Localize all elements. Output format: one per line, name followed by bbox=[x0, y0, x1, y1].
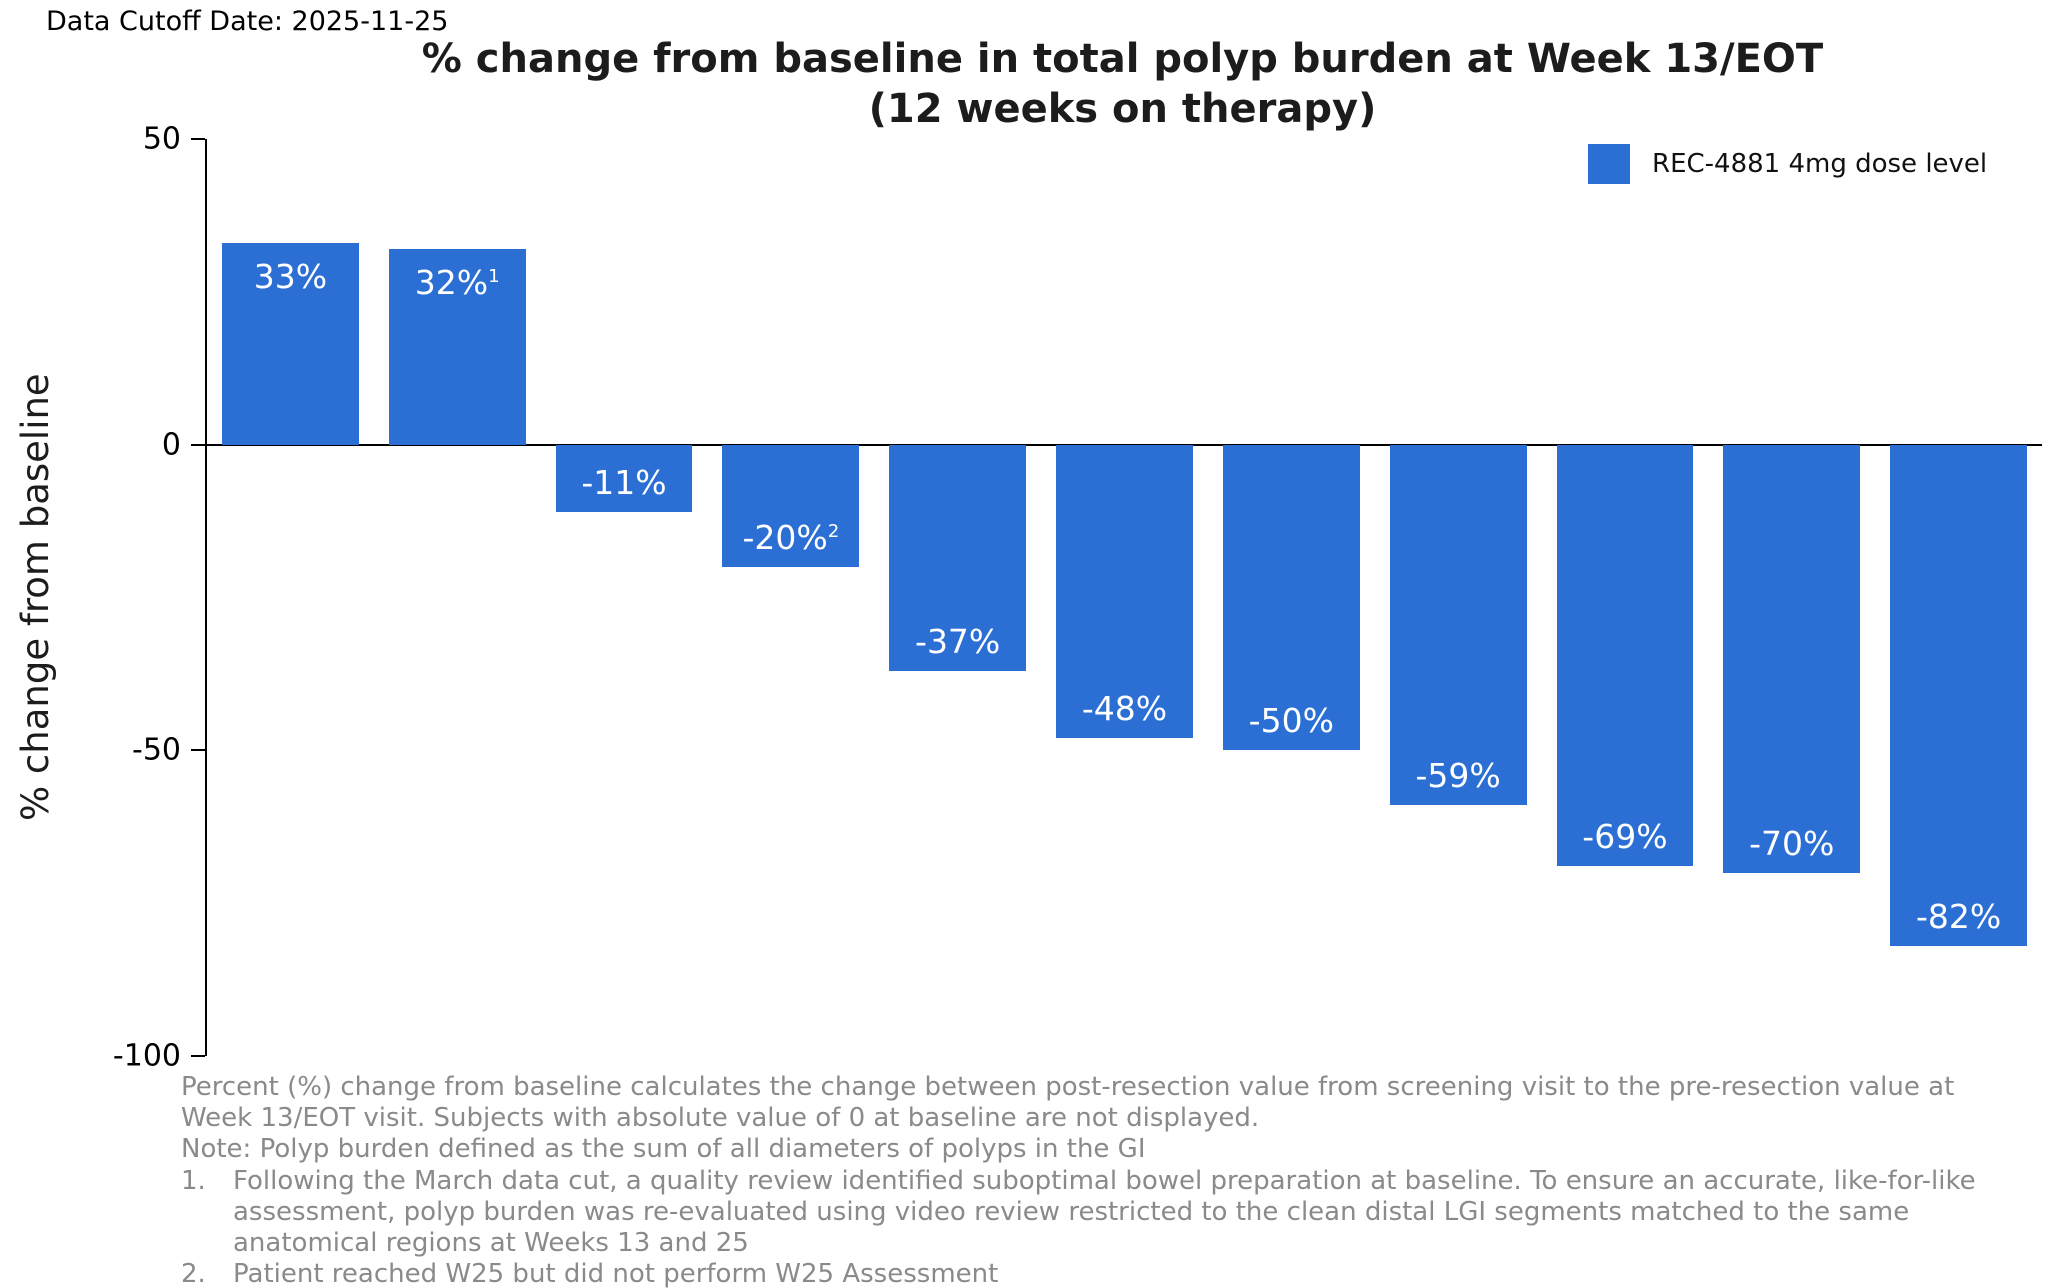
bar: 32%1 bbox=[388, 249, 526, 445]
bar-value-label: -59% bbox=[1415, 756, 1501, 796]
y-tick-label: -50 bbox=[132, 732, 181, 768]
chart-title-line1: % change from baseline in total polyp bu… bbox=[421, 36, 1824, 82]
y-tick-label: 50 bbox=[142, 121, 181, 157]
footnote-item-1: 1. Following the March data cut, a quali… bbox=[181, 1166, 2005, 1260]
y-tick-label: -100 bbox=[112, 1038, 181, 1074]
footnote-body: Percent (%) change from baseline calcula… bbox=[181, 1072, 1955, 1134]
bar-value-label: -20%2 bbox=[742, 517, 840, 557]
bar: -69% bbox=[1556, 444, 1694, 867]
y-tick-mark bbox=[191, 749, 205, 752]
y-axis-title: % change from baseline bbox=[14, 373, 57, 822]
y-tick-mark bbox=[191, 443, 205, 446]
chart-title-line2: (12 weeks on therapy) bbox=[868, 86, 1377, 132]
y-tick-mark bbox=[191, 138, 205, 140]
bar-value-label: 32%1 bbox=[414, 263, 500, 303]
chart-title: % change from baseline in total polyp bu… bbox=[205, 34, 2040, 134]
bar-value-label: -48% bbox=[1081, 689, 1168, 729]
bar-value-label: -11% bbox=[581, 462, 667, 502]
bar: -70% bbox=[1723, 444, 1861, 873]
bar-value-label: 33% bbox=[253, 256, 328, 296]
bar: -20%2 bbox=[722, 444, 860, 567]
bar-value-label: -82% bbox=[1915, 896, 2002, 936]
bar-value-label: -37% bbox=[915, 621, 1001, 661]
footnotes: Percent (%) change from baseline calcula… bbox=[181, 1072, 2005, 1288]
legend-label: REC-4881 4mg dose level bbox=[1652, 149, 1988, 179]
plot-area: 50 0 -50 -100 33% 32%1 -11% -20%2 -37% -48% -50% -5… bbox=[113, 122, 2042, 1074]
footnote-1-number: 1. bbox=[181, 1165, 206, 1196]
bar: -59% bbox=[1389, 444, 1527, 806]
footnote-2-number: 2. bbox=[181, 1259, 206, 1288]
legend: REC-4881 4mg dose level bbox=[1588, 144, 1987, 184]
bar-value-label: -69% bbox=[1582, 817, 1668, 857]
y-tick-mark bbox=[191, 1055, 205, 1057]
footnote-2-text: Patient reached W25 but did not perform … bbox=[233, 1259, 999, 1288]
bar: -50% bbox=[1222, 444, 1360, 751]
bar-value-label: -50% bbox=[1248, 701, 1334, 741]
data-cutoff-label: Data Cutoff Date: 2025-11-25 bbox=[46, 6, 449, 37]
footnote-item-2: 2. Patient reached W25 but did not perfo… bbox=[181, 1259, 2005, 1288]
bar-value-label: -70% bbox=[1749, 823, 1835, 863]
footnote-1-text: Following the March data cut, a quality … bbox=[233, 1165, 1976, 1258]
footnote-note: Note: Polyp burden defined as the sum of… bbox=[181, 1134, 1146, 1165]
bar: 33% bbox=[222, 242, 359, 445]
legend-swatch bbox=[1588, 144, 1630, 184]
bar: -82% bbox=[1890, 444, 2027, 946]
bar: -11% bbox=[555, 444, 693, 512]
bar: -37% bbox=[889, 444, 1027, 671]
bar: -48% bbox=[1056, 444, 1193, 739]
y-tick-label: 0 bbox=[161, 427, 181, 463]
